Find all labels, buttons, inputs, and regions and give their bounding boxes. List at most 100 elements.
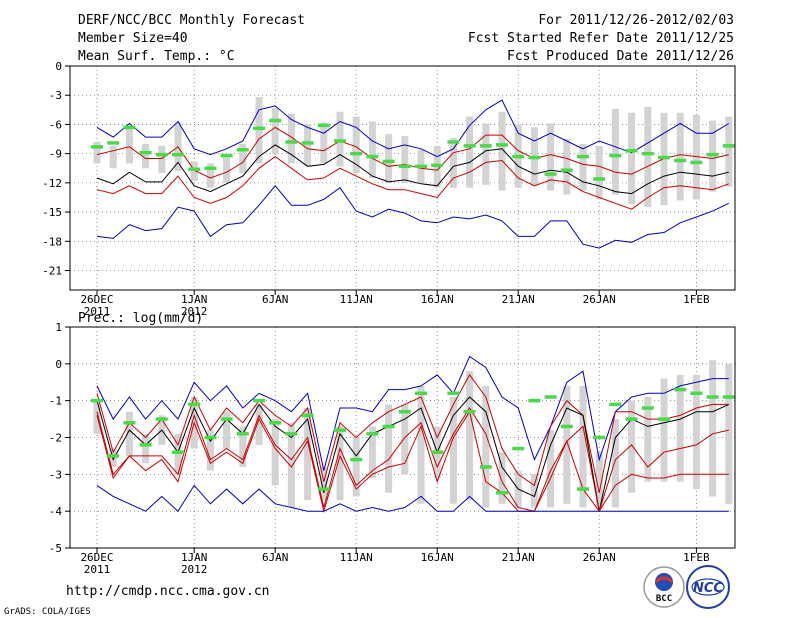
bcc-logo: BCC xyxy=(643,566,685,608)
temp-spread-box xyxy=(190,161,198,181)
prec-year-label: 2012 xyxy=(181,563,208,576)
prec-ytick-label: 1 xyxy=(55,321,62,334)
temp-ytick-label: -18 xyxy=(42,235,62,248)
temp-line-mean xyxy=(96,144,729,195)
prec-xtick-label: 21JAN xyxy=(502,551,535,564)
prec-xtick-label: 26DEC xyxy=(80,551,113,564)
prec-line-upper xyxy=(96,373,729,493)
prec-spread-box xyxy=(579,385,587,508)
temp-ytick-label: 0 xyxy=(55,60,62,73)
temp-spread-box xyxy=(255,97,263,164)
temp-spread-box xyxy=(547,123,555,191)
prec-xtick-label: 16JAN xyxy=(421,551,454,564)
bcc-logo-globe-icon xyxy=(655,573,673,591)
temp-spread-box xyxy=(725,116,733,187)
temp-year-label: 2011 xyxy=(84,305,111,318)
temp-ytick-label: -15 xyxy=(42,206,62,219)
temp-spread-box xyxy=(336,111,344,167)
temp-spread-box xyxy=(206,163,214,188)
temp-ytick-label: -3 xyxy=(49,89,62,102)
temp-xtick-label: 21JAN xyxy=(502,293,535,306)
prec-xtick-label: 11JAN xyxy=(340,551,373,564)
produced-date-label: Fcst Produced Date 2011/12/26 xyxy=(507,49,734,64)
prec-line-mean xyxy=(96,396,730,512)
prec-spread-box xyxy=(595,452,603,508)
grads-credit: GrADS: COLA/IGES xyxy=(4,607,91,617)
temp-spread-box xyxy=(287,113,295,164)
prec-spread-box xyxy=(223,411,231,449)
prec-spread-box xyxy=(336,426,344,501)
prec-xtick-label: 1JAN xyxy=(181,551,208,564)
bcc-logo-swirl-icon xyxy=(654,576,674,584)
prec-spread-box xyxy=(368,426,376,479)
temp-xtick-label: 26DEC xyxy=(80,293,113,306)
prec-xtick-label: 1FEB xyxy=(683,551,710,564)
temp-line-max xyxy=(96,99,730,158)
prec-spread-box xyxy=(692,374,700,490)
temp-panel: 0 -3 -6 -9 -12 -15 -18 -21 26DEC 1JAN 6JAN 11JAN 16J… xyxy=(42,60,736,318)
temp-spread-box xyxy=(385,134,393,183)
temp-ytick-label: -6 xyxy=(49,118,62,131)
temp-spread-box xyxy=(158,145,166,174)
temp-spread-box xyxy=(352,116,360,174)
temp-xtick-label: 1FEB xyxy=(683,293,710,306)
temp-spread-box xyxy=(449,138,457,188)
prec-spread-box xyxy=(449,396,457,504)
temp-year-label: 2012 xyxy=(181,305,208,318)
prec-spread-box xyxy=(644,396,652,482)
prec-spread-box xyxy=(482,385,490,508)
temp-spread-box xyxy=(125,126,133,164)
temp-spread-box xyxy=(109,145,117,169)
ncc-logo: NCC xyxy=(686,565,730,609)
panel1-title: Mean Surf. Temp.: °C xyxy=(78,49,235,64)
prec-spread-box xyxy=(320,466,328,501)
prec-spread-box xyxy=(628,400,636,493)
chart-title: DERF/NCC/BCC Monthly Forecast xyxy=(78,13,305,28)
source-url[interactable]: http://cmdp.ncc.cma.gov.cn xyxy=(66,584,270,599)
start-date-label: Fcst Started Refer Date 2011/12/25 xyxy=(468,31,734,46)
prec-ytick-label: 0 xyxy=(55,358,62,371)
temp-spread-box xyxy=(401,136,409,183)
prec-line-min xyxy=(96,484,729,512)
prec-spread-box xyxy=(530,474,538,508)
prec-spread-box xyxy=(676,374,684,482)
prec-spread-box xyxy=(255,404,263,445)
temp-spread-box xyxy=(239,143,247,174)
temp-line-lower xyxy=(96,155,729,210)
prec-spread-box xyxy=(304,408,312,501)
prec-spread-box xyxy=(174,433,182,475)
temp-spread-box xyxy=(304,124,312,166)
temp-spread-box xyxy=(368,121,376,178)
temp-spread-box xyxy=(563,139,571,195)
temp-spread-box xyxy=(466,116,474,188)
bcc-logo-text: BCC xyxy=(656,594,672,604)
temp-spread-box xyxy=(320,122,328,164)
prec-xtick-label: 6JAN xyxy=(262,551,289,564)
temp-ytick-label: -21 xyxy=(42,265,62,278)
prec-spread-box xyxy=(725,363,733,504)
temp-spread-box xyxy=(676,112,684,201)
prec-ytick-label: -4 xyxy=(49,505,63,518)
temp-line-upper xyxy=(96,126,729,179)
temp-plot-frame xyxy=(69,65,736,291)
prec-spread-box xyxy=(142,433,150,464)
prec-spread-box xyxy=(563,385,571,504)
temp-xtick-label: 6JAN xyxy=(262,293,289,306)
temp-spread-box xyxy=(142,143,150,169)
prec-plot-frame xyxy=(69,326,736,549)
prec-spread-box xyxy=(401,404,409,475)
prec-spread-box xyxy=(239,426,247,467)
prec-spread-box xyxy=(352,437,360,497)
temp-spread-box xyxy=(482,123,490,185)
temp-spread-box xyxy=(498,111,506,191)
prec-spread-box xyxy=(271,419,279,486)
temp-ytick-label: -12 xyxy=(42,177,62,190)
temp-spread-box xyxy=(595,145,603,200)
prec-spread-box xyxy=(385,404,393,493)
prec-line-lower xyxy=(96,407,729,512)
temp-spread-box xyxy=(223,157,231,183)
temp-spread-box xyxy=(628,112,636,205)
temp-xtick-label: 11JAN xyxy=(340,293,373,306)
